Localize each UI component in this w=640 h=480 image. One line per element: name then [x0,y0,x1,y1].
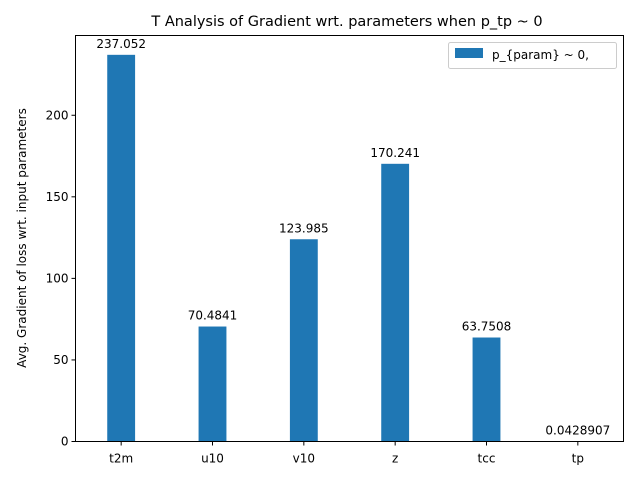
legend-label: p_{param} ~ 0, [492,48,589,62]
y-tick-label: 200 [46,108,69,122]
bar-value-label: 70.4841 [188,309,238,323]
x-tick-label: z [392,452,398,466]
legend: p_{param} ~ 0, [448,42,617,69]
x-tick-label: tp [572,452,584,466]
bar-value-label: 0.0428907 [545,423,610,437]
y-tick-label: 0 [61,435,69,449]
bars [107,54,592,442]
bar-value-label: 63.7508 [462,320,512,334]
legend-box [448,42,617,69]
bar [198,326,227,442]
y-tick-label: 50 [53,353,68,367]
y-tick-label: 150 [46,190,69,204]
bar [381,163,410,442]
x-tick-label: t2m [109,452,133,466]
x-tick-label: v10 [293,452,315,466]
bar [107,54,136,442]
bar [472,337,501,442]
plot-frame [75,35,624,442]
bar-value-label: 123.985 [279,221,329,235]
x-tick-label: u10 [201,452,224,466]
x-tick-label: tcc [478,452,496,466]
y-axis-label: Avg. Gradient of loss wrt. input paramet… [15,108,29,368]
y-axis-ticks: 0 50 100 150 200 [46,108,76,449]
bar-value-label: 237.052 [96,37,146,51]
bar [289,239,318,442]
y-tick-label: 100 [46,271,69,285]
chart-title: T Analysis of Gradient wrt. parameters w… [150,14,542,30]
bar-value-label: 170.241 [370,146,420,160]
legend-swatch [455,48,483,58]
x-axis-ticks: t2m u10 v10 z tcc tp [109,441,584,466]
bar-value-labels: 237.052 70.4841 123.985 170.241 63.7508 0.042… [96,37,610,438]
